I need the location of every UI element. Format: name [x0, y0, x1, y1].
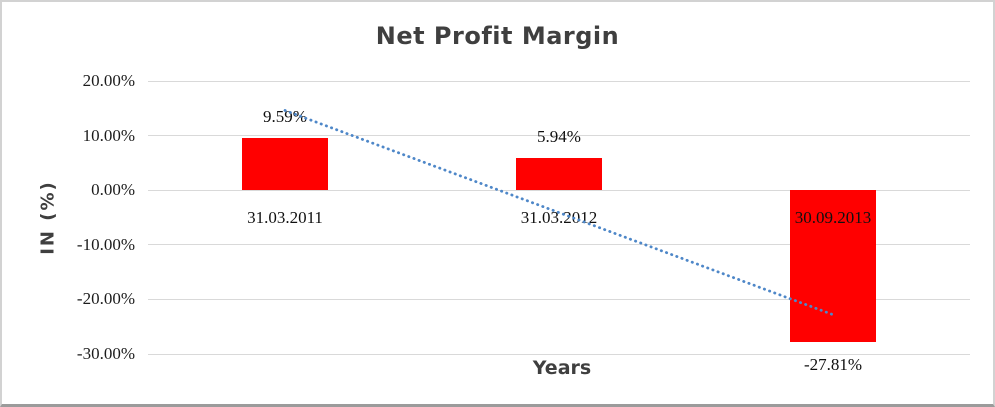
bar — [516, 157, 602, 191]
x-axis-title: Years — [532, 357, 592, 379]
category-label: 30.09.2013 — [794, 208, 872, 228]
chart-title: Net Profit Margin — [375, 22, 620, 50]
data-label: 5.94% — [537, 126, 581, 146]
data-label: 9.59% — [263, 106, 307, 126]
y-tick-label: -20.00% — [76, 289, 135, 309]
data-label: -27.81% — [803, 355, 863, 375]
category-label: 31.03.2012 — [520, 208, 598, 228]
y-tick-label: -30.00% — [76, 344, 135, 363]
y-tick-label: -10.00% — [76, 234, 135, 254]
bar — [242, 137, 328, 191]
gridline — [148, 80, 970, 82]
y-tick-label: 20.00% — [82, 71, 135, 90]
y-tick-label: 10.00% — [82, 125, 135, 145]
category-label: 31.03.2011 — [247, 208, 323, 228]
y-axis-title: IN (%) — [37, 180, 59, 255]
y-tick-label: 0.00% — [91, 180, 135, 200]
gridline — [148, 353, 970, 355]
